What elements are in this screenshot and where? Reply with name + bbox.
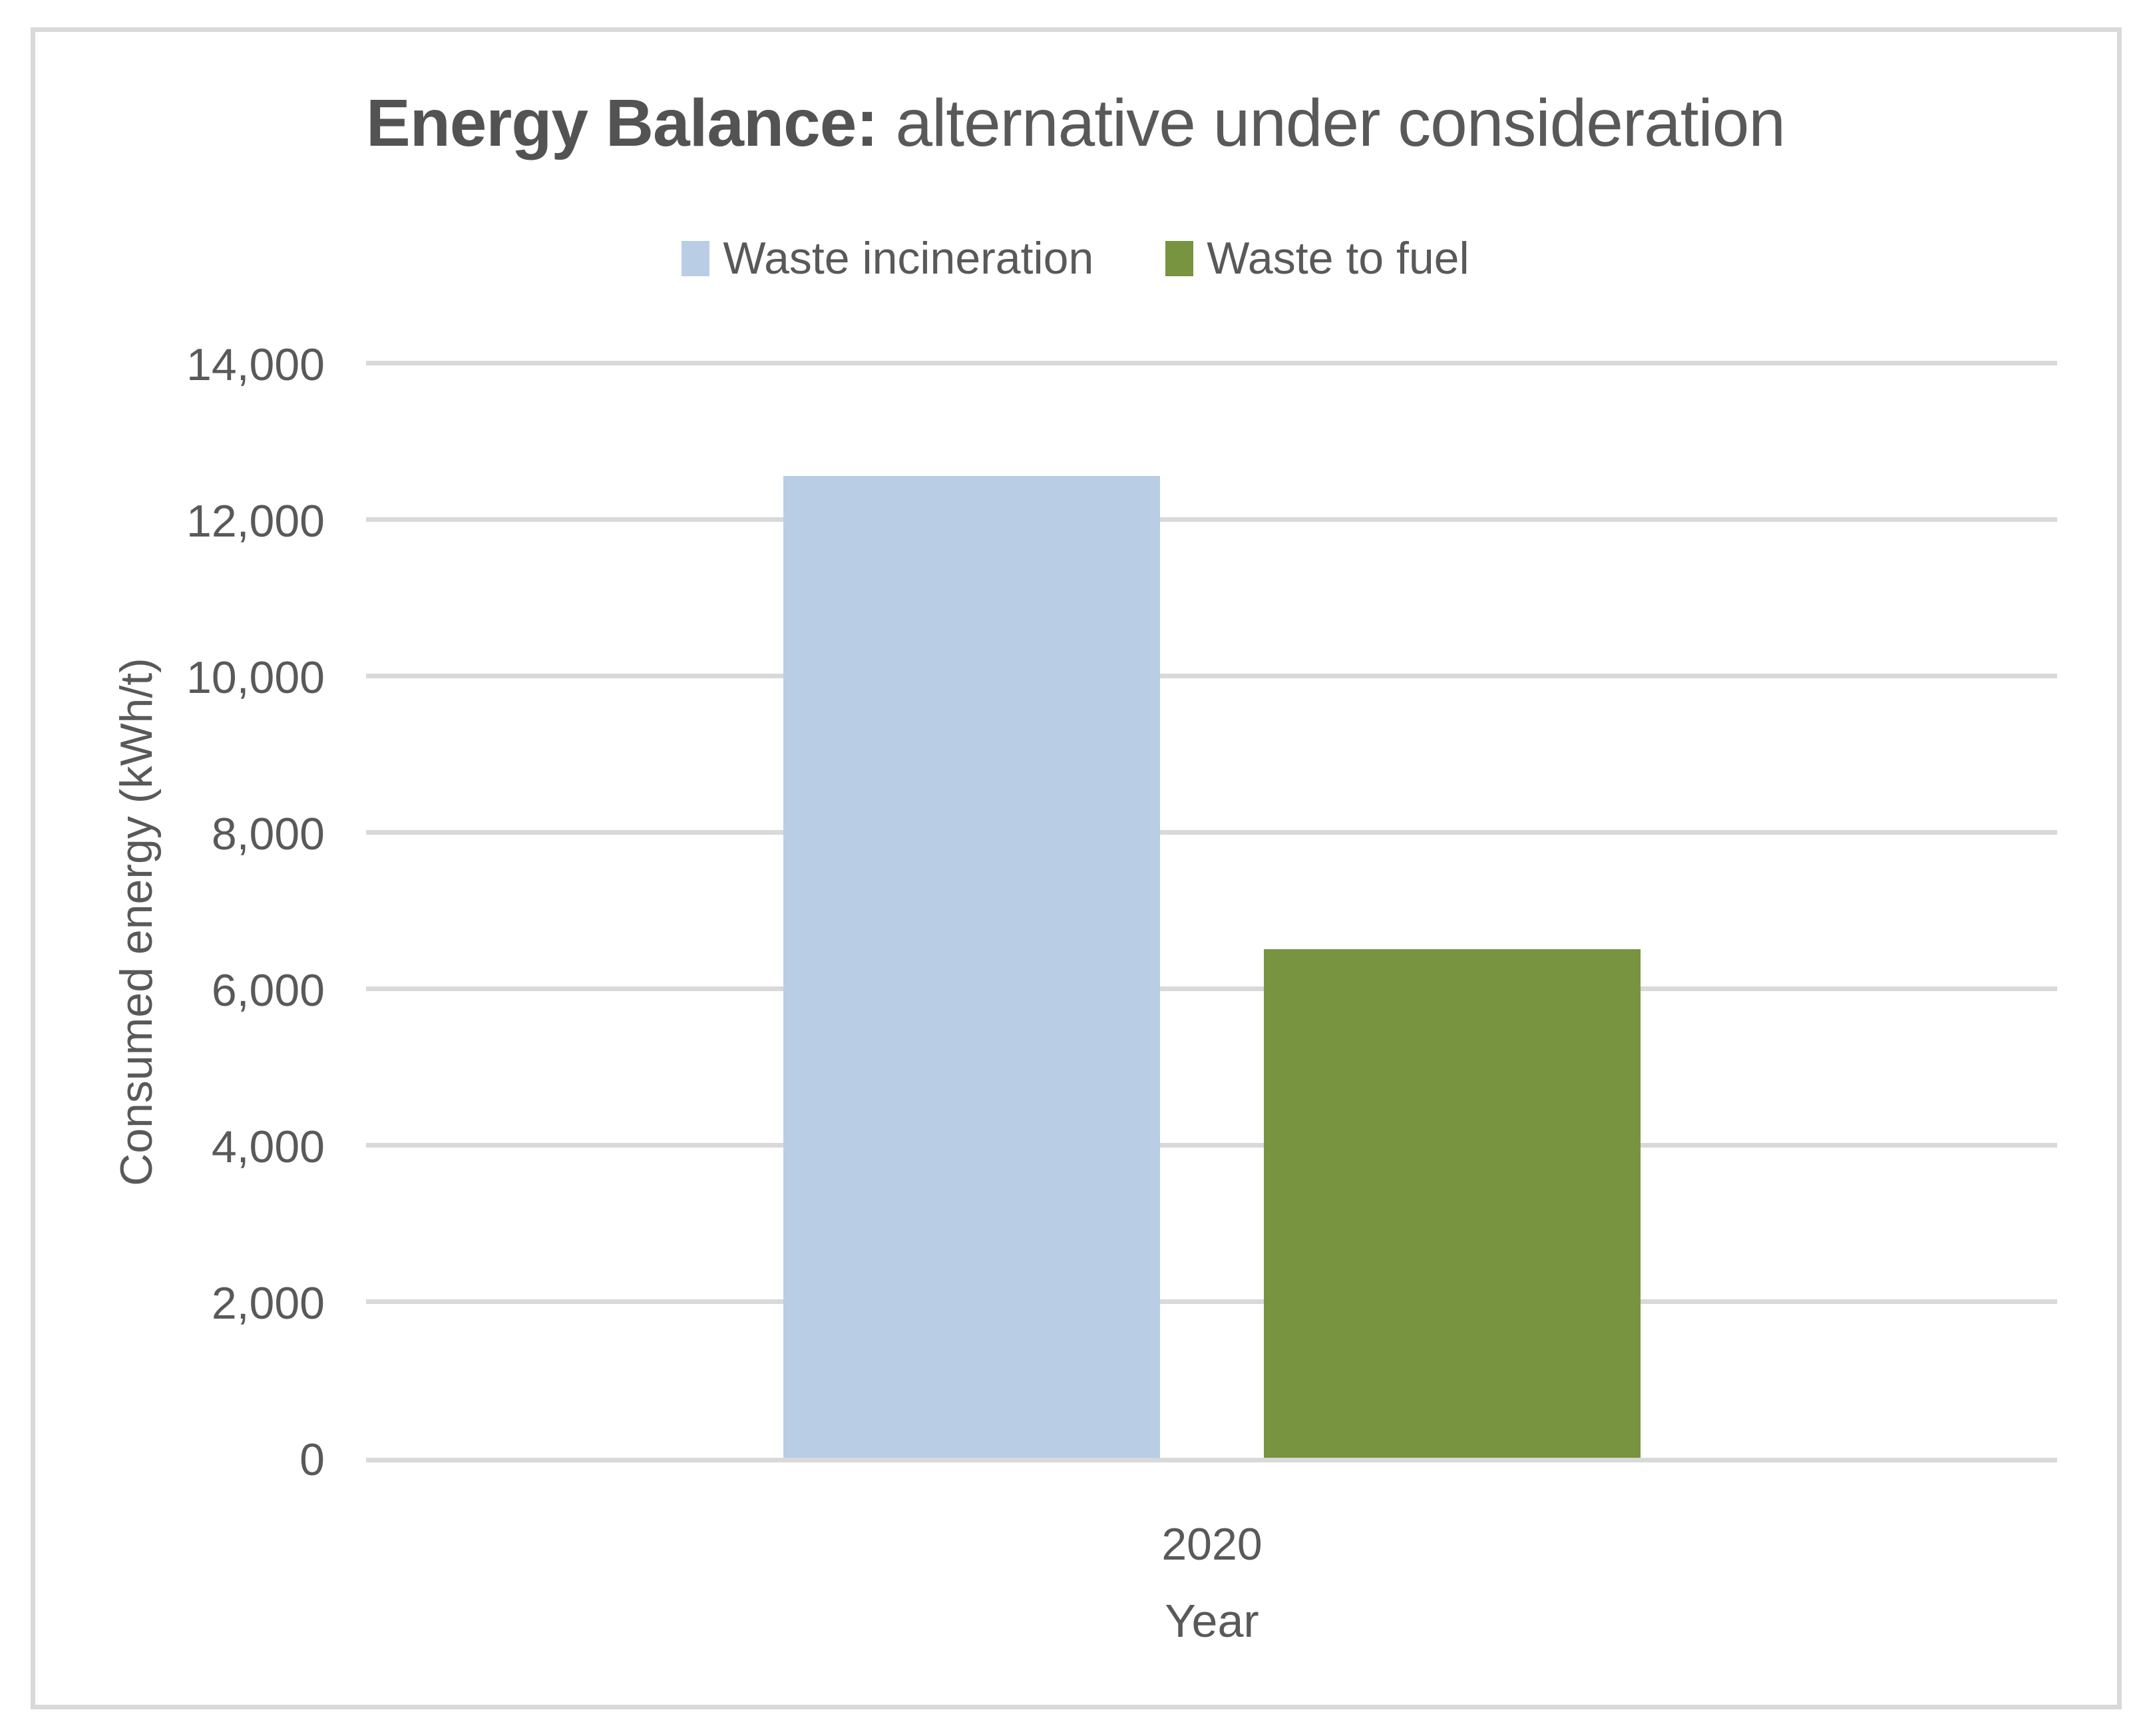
y-tick-8000: 8,000 xyxy=(211,809,325,859)
y-tick-2000: 2,000 xyxy=(211,1278,325,1329)
legend-item-waste-incineration: Waste incineration xyxy=(682,234,1093,282)
y-tick-6000: 6,000 xyxy=(211,965,325,1016)
legend-swatch-waste-incineration-icon xyxy=(682,240,710,276)
gridline-14000 xyxy=(366,361,2057,365)
chart-title: Energy Balance: alternative under consid… xyxy=(0,87,2151,160)
x-axis-title: Year xyxy=(1165,1595,1259,1647)
chart-title-bold: Energy Balance: xyxy=(366,86,879,160)
gridline-12000 xyxy=(366,517,2057,522)
gridline-10000 xyxy=(366,674,2057,678)
y-tick-0: 0 xyxy=(299,1434,325,1485)
legend: Waste incineration Waste to fuel xyxy=(0,234,2151,282)
y-axis-title: Consumed energy (kWh/t) xyxy=(111,658,162,1186)
bar-waste-to-fuel xyxy=(1264,949,1641,1458)
bar-waste-incineration xyxy=(783,476,1160,1458)
legend-label-waste-to-fuel: Waste to fuel xyxy=(1207,233,1469,284)
chart-title-regular: alternative under consideration xyxy=(877,86,1786,160)
y-tick-4000: 4,000 xyxy=(211,1122,325,1172)
y-tick-12000: 12,000 xyxy=(186,496,325,546)
gridline-4000 xyxy=(366,1143,2057,1148)
gridline-6000 xyxy=(366,986,2057,991)
x-tick-2020: 2020 xyxy=(1161,1519,1263,1570)
legend-label-waste-incineration: Waste incineration xyxy=(723,233,1094,284)
plot-area xyxy=(366,361,2057,1462)
y-tick-14000: 14,000 xyxy=(186,339,325,390)
gridline-8000 xyxy=(366,830,2057,835)
legend-swatch-waste-to-fuel-icon xyxy=(1165,240,1194,276)
legend-item-waste-to-fuel: Waste to fuel xyxy=(1165,234,1469,282)
y-tick-10000: 10,000 xyxy=(186,652,325,703)
gridline-2000 xyxy=(366,1299,2057,1304)
gridline-0 xyxy=(366,1458,2057,1462)
